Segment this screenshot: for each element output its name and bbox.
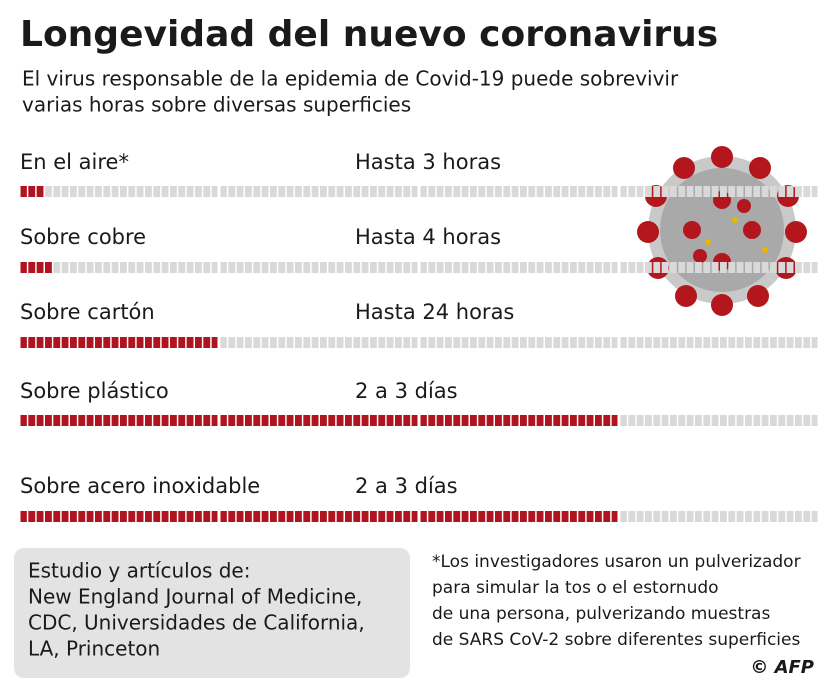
value-label: Hasta 3 horas bbox=[355, 150, 501, 174]
bar bbox=[20, 415, 619, 426]
source-line: LA, Princeton bbox=[28, 637, 160, 661]
virus-illustration bbox=[637, 146, 807, 316]
bar bbox=[20, 186, 44, 197]
source-box bbox=[14, 548, 410, 678]
note-line: de SARS CoV-2 sobre diferentes superfici… bbox=[432, 630, 800, 650]
subtitle: varias horas sobre diversas superficies bbox=[22, 93, 411, 117]
category-label: En el aire* bbox=[20, 150, 129, 174]
credit: © AFP bbox=[750, 657, 814, 678]
value-label: Hasta 4 horas bbox=[355, 225, 501, 249]
source-line: CDC, Universidades de California, bbox=[28, 611, 365, 635]
track bbox=[20, 186, 819, 197]
source-line: New England Journal of Medicine, bbox=[28, 585, 362, 609]
bar bbox=[20, 511, 619, 522]
note-line: *Los investigadores usaron un pulverizad… bbox=[432, 552, 801, 572]
value-label: 2 a 3 días bbox=[355, 379, 458, 403]
category-label: Sobre cartón bbox=[20, 300, 155, 324]
value-label: Hasta 24 horas bbox=[355, 300, 514, 324]
value-label: 2 a 3 días bbox=[355, 474, 458, 498]
source-line: Estudio y artículos de: bbox=[28, 559, 250, 583]
category-label: Sobre acero inoxidable bbox=[20, 474, 260, 498]
category-label: Sobre cobre bbox=[20, 225, 146, 249]
subtitle: El virus responsable de la epidemia de C… bbox=[22, 67, 679, 91]
note-line: para simular la tos o el estornudo bbox=[432, 578, 719, 598]
chart-title: Longevidad del nuevo coronavirus bbox=[20, 14, 718, 55]
track bbox=[20, 262, 819, 273]
category-label: Sobre plástico bbox=[20, 379, 169, 403]
bar bbox=[20, 262, 52, 273]
bar bbox=[20, 337, 219, 348]
note-line: de una persona, pulverizando muestras bbox=[432, 604, 770, 624]
